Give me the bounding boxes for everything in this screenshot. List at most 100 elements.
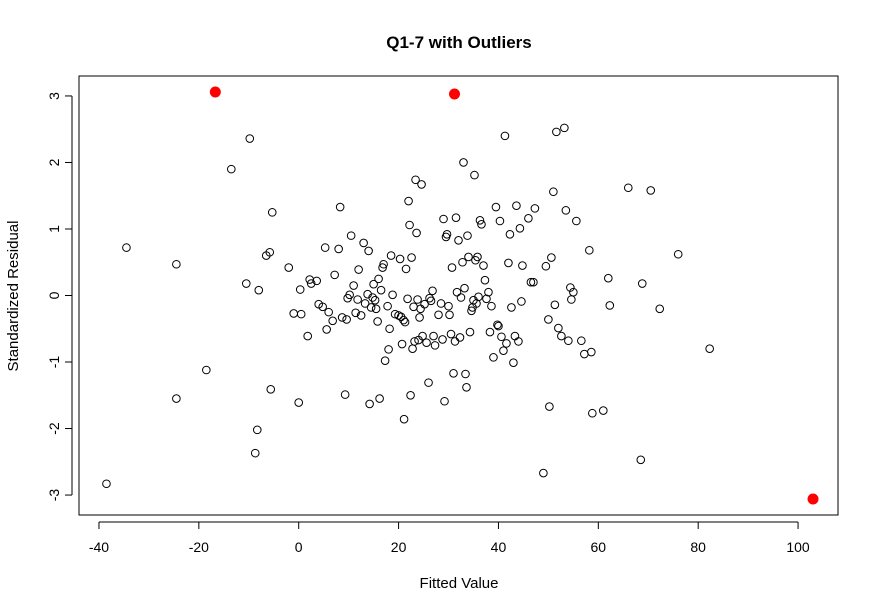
data-point xyxy=(557,331,566,341)
data-point xyxy=(512,201,521,211)
data-point xyxy=(202,365,211,375)
data-point xyxy=(550,300,560,310)
outliers-layer xyxy=(209,86,819,505)
data-point xyxy=(561,206,571,215)
data-point xyxy=(500,131,510,141)
data-point xyxy=(430,341,440,350)
data-point xyxy=(605,301,615,310)
data-point xyxy=(495,216,505,226)
data-point xyxy=(265,247,275,257)
data-point xyxy=(418,331,427,341)
data-point xyxy=(245,134,255,143)
data-point xyxy=(673,249,683,259)
data-point xyxy=(456,293,466,302)
data-point xyxy=(480,275,490,285)
data-point xyxy=(365,399,374,409)
data-point xyxy=(604,273,613,283)
data-point xyxy=(226,164,236,174)
data-point xyxy=(450,337,460,346)
data-point xyxy=(266,384,276,394)
y-axis: -3 -2 -1 0 1 2 3 xyxy=(46,92,73,501)
data-point xyxy=(504,258,513,268)
data-point xyxy=(445,310,454,320)
data-point xyxy=(569,287,578,297)
y-axis-label: Standardized Residual xyxy=(5,221,22,372)
data-point xyxy=(384,345,393,354)
data-point xyxy=(440,396,449,406)
data-point xyxy=(460,283,469,293)
data-point xyxy=(499,346,508,356)
data-point xyxy=(373,317,382,326)
data-point xyxy=(296,309,306,319)
data-point xyxy=(369,279,378,289)
data-point xyxy=(241,279,251,288)
data-point xyxy=(549,187,558,197)
data-point xyxy=(577,336,586,346)
data-point xyxy=(395,254,405,264)
data-point xyxy=(407,253,416,262)
x-tick-label: 40 xyxy=(491,539,507,555)
data-point xyxy=(408,344,417,354)
data-point xyxy=(588,408,597,418)
data-point xyxy=(364,246,373,256)
data-point xyxy=(415,313,424,322)
data-point xyxy=(564,336,573,346)
outlier-point xyxy=(449,88,461,100)
data-point xyxy=(375,394,384,403)
data-point xyxy=(514,337,523,346)
data-point xyxy=(526,277,536,287)
data-point xyxy=(587,347,596,357)
data-point xyxy=(322,325,331,334)
data-point xyxy=(254,285,264,295)
data-point xyxy=(655,304,665,314)
data-point xyxy=(467,306,476,316)
data-point xyxy=(461,369,470,379)
data-point xyxy=(439,214,448,224)
data-point xyxy=(340,390,350,399)
data-point xyxy=(518,261,527,270)
data-point xyxy=(397,339,407,349)
data-point xyxy=(376,285,386,295)
data-point xyxy=(374,274,383,284)
data-point xyxy=(351,308,360,318)
data-point xyxy=(463,231,472,240)
data-point xyxy=(345,290,354,300)
data-point xyxy=(385,324,394,334)
data-point xyxy=(410,337,419,346)
data-point xyxy=(487,301,496,311)
data-point xyxy=(475,216,485,225)
data-point xyxy=(530,204,540,213)
data-point xyxy=(368,293,377,302)
data-point xyxy=(424,378,433,387)
data-point xyxy=(444,301,453,311)
y-tick-label: 1 xyxy=(46,225,62,233)
data-point xyxy=(479,261,488,270)
data-point xyxy=(474,292,483,302)
data-point xyxy=(572,216,581,226)
data-point xyxy=(294,398,304,407)
data-point xyxy=(599,406,608,415)
data-point xyxy=(447,263,457,272)
data-point xyxy=(541,261,551,271)
x-tick-label: 20 xyxy=(391,539,407,555)
x-tick-label: 0 xyxy=(295,539,303,555)
data-point xyxy=(470,170,479,180)
data-point xyxy=(172,394,181,403)
data-point xyxy=(552,127,561,137)
y-tick-label: 2 xyxy=(46,158,62,166)
data-point xyxy=(252,425,262,435)
x-axis: -40 -20 0 20 40 60 80 100 xyxy=(89,521,810,555)
data-point xyxy=(494,321,503,331)
data-point xyxy=(330,270,339,280)
data-point xyxy=(356,311,366,320)
data-point xyxy=(464,252,473,262)
data-point xyxy=(477,220,486,229)
data-point xyxy=(529,277,538,287)
data-point xyxy=(429,331,438,341)
data-point xyxy=(505,230,515,239)
data-point xyxy=(378,263,387,272)
data-point xyxy=(426,296,436,306)
data-point xyxy=(422,338,431,348)
data-point xyxy=(417,180,426,189)
